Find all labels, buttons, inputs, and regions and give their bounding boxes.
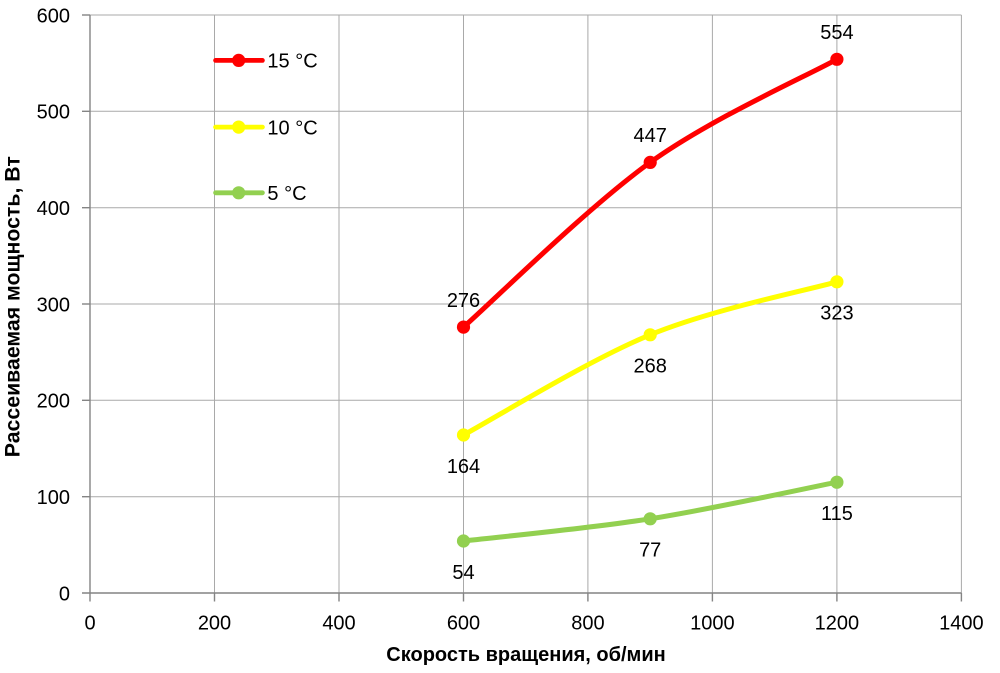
svg-text:0: 0 — [59, 583, 70, 605]
svg-text:Скорость вращения, об/мин: Скорость вращения, об/мин — [386, 644, 665, 666]
svg-text:1200: 1200 — [815, 612, 860, 634]
svg-text:115: 115 — [821, 503, 853, 525]
svg-text:323: 323 — [820, 303, 853, 325]
svg-text:600: 600 — [447, 612, 480, 634]
svg-text:200: 200 — [198, 612, 231, 634]
svg-text:100: 100 — [37, 487, 70, 509]
svg-text:Рассеиваемая мощность, Вт: Рассеиваемая мощность, Вт — [1, 156, 25, 457]
svg-text:400: 400 — [322, 612, 355, 634]
svg-text:800: 800 — [571, 612, 604, 634]
svg-text:400: 400 — [37, 198, 70, 220]
svg-text:276: 276 — [447, 290, 480, 312]
svg-text:15 °C: 15 °C — [267, 51, 317, 73]
svg-text:1400: 1400 — [939, 612, 984, 634]
svg-text:300: 300 — [37, 294, 70, 316]
svg-text:554: 554 — [820, 22, 853, 44]
svg-text:200: 200 — [37, 391, 70, 413]
svg-text:5 °C: 5 °C — [267, 183, 306, 205]
svg-text:0: 0 — [84, 612, 95, 634]
svg-text:600: 600 — [37, 5, 70, 27]
svg-text:268: 268 — [634, 356, 667, 378]
svg-text:1000: 1000 — [690, 612, 735, 634]
svg-text:447: 447 — [634, 125, 667, 147]
svg-text:77: 77 — [639, 540, 661, 562]
svg-text:54: 54 — [452, 562, 474, 584]
svg-text:500: 500 — [37, 102, 70, 124]
svg-text:164: 164 — [447, 456, 480, 478]
svg-text:10 °C: 10 °C — [267, 117, 317, 139]
